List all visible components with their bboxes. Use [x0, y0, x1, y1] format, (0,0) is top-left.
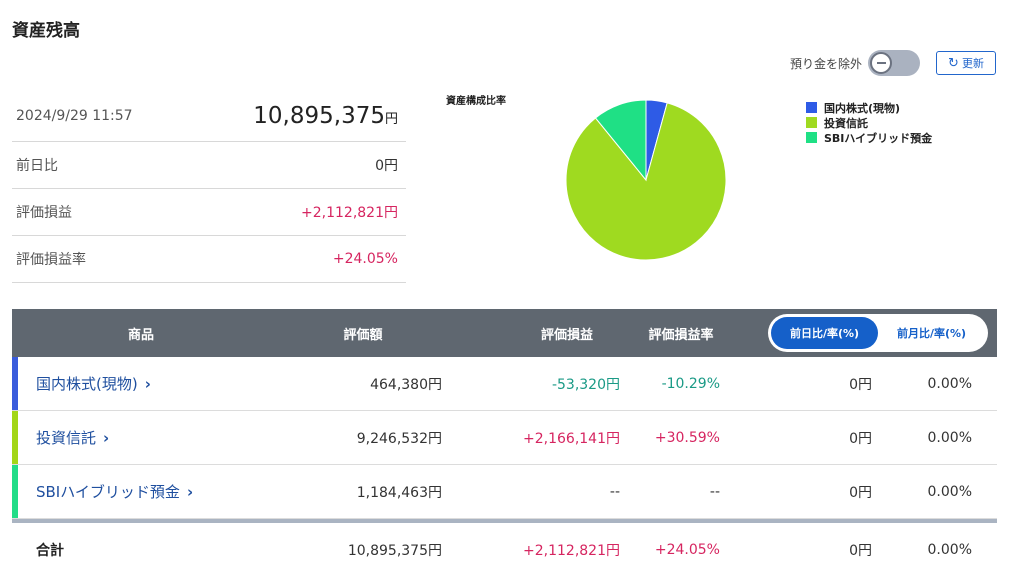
total-diff: 0円	[849, 542, 872, 559]
total-diff-rate: 0.00%	[927, 541, 972, 558]
diff-rate-cell: 0.00%	[927, 429, 972, 446]
month-change-tab[interactable]: 前月比/率(%)	[878, 317, 985, 349]
day-change-tab[interactable]: 前日比/率(%)	[771, 317, 878, 349]
toggle-knob	[870, 52, 893, 74]
refresh-icon: ↻	[948, 55, 959, 71]
product-name[interactable]: 国内株式(現物)	[36, 375, 138, 393]
summary-total-row: 2024/9/29 11:57 10,895,375円	[12, 90, 406, 142]
gain-cell: --	[609, 483, 620, 500]
summary-value: 0円	[375, 158, 398, 174]
summary-row-day-change: 前日比 0円	[12, 142, 406, 189]
refresh-button[interactable]: ↻ 更新	[936, 51, 996, 75]
table-row: 投資信託 › 9,246,532円 +2,166,141円 +30.59% 0円 …	[12, 411, 997, 465]
legend-item: 投資信託	[806, 115, 932, 130]
total-gain-rate: +24.05%	[654, 541, 720, 558]
allocation-pie-chart	[565, 99, 727, 261]
legend-item: 国内株式(現物)	[806, 100, 932, 115]
product-name[interactable]: SBIハイブリッド預金	[36, 483, 180, 501]
legend-item: SBIハイブリッド預金	[806, 130, 932, 145]
valuation-cell: 1,184,463円	[356, 484, 442, 501]
valuation-cell: 464,380円	[370, 376, 442, 393]
header-gain: 評価損益	[540, 327, 593, 343]
summary-label: 評価損益率	[16, 252, 86, 268]
chevron-right-icon: ›	[103, 428, 110, 447]
product-link[interactable]: SBIハイブリッド預金 ›	[36, 465, 193, 518]
header-gain-rate: 評価損益率	[648, 327, 714, 343]
holdings-table: 商品 評価額 評価損益 評価損益率 前日比/率(%) 前月比/率(%) 国内株式…	[12, 309, 997, 574]
table-header: 商品 評価額 評価損益 評価損益率 前日比/率(%) 前月比/率(%)	[12, 309, 997, 357]
diff-cell: 0円	[849, 376, 872, 393]
summary-label: 前日比	[16, 158, 58, 174]
row-color-stripe	[12, 465, 18, 518]
exclude-deposit-toggle[interactable]	[868, 50, 921, 76]
summary-row-gain: 評価損益 +2,112,821円	[12, 189, 406, 236]
row-color-stripe	[12, 357, 18, 410]
legend-label: SBIハイブリッド預金	[824, 131, 933, 145]
summary-value: +2,112,821円	[301, 205, 398, 221]
refresh-label: 更新	[961, 57, 984, 70]
gain-rate-cell: +30.59%	[654, 429, 720, 446]
gain-cell: -53,320円	[551, 376, 620, 393]
period-toggle: 前日比/率(%) 前月比/率(%)	[768, 314, 988, 352]
gain-rate-cell: --	[709, 483, 720, 500]
total-gain: +2,112,821円	[523, 542, 620, 559]
row-color-stripe	[12, 411, 18, 464]
gain-rate-cell: -10.29%	[661, 375, 720, 392]
table-row: SBIハイブリッド預金 › 1,184,463円 -- -- 0円 0.00%	[12, 465, 997, 519]
total-row: 合計 10,895,375円 +2,112,821円 +24.05% 0円 0.…	[12, 523, 997, 574]
summary-total-unit: 円	[384, 111, 398, 127]
table-row: 国内株式(現物) › 464,380円 -53,320円 -10.29% 0円 0…	[12, 357, 997, 411]
summary-panel: 2024/9/29 11:57 10,895,375円 前日比 0円 評価損益 …	[12, 90, 406, 283]
page-title: 資産残高	[12, 21, 80, 41]
header-valuation: 評価額	[343, 327, 383, 343]
total-separator	[12, 519, 997, 523]
diff-cell: 0円	[849, 430, 872, 447]
total-valuation: 10,895,375円	[347, 542, 442, 559]
diff-cell: 0円	[849, 484, 872, 501]
gain-cell: +2,166,141円	[523, 430, 620, 447]
summary-label: 評価損益	[16, 205, 72, 221]
product-link[interactable]: 投資信託 ›	[36, 411, 109, 464]
product-link[interactable]: 国内株式(現物) ›	[36, 357, 151, 410]
chart-legend: 国内株式(現物) 投資信託 SBIハイブリッド預金	[806, 100, 932, 145]
summary-total: 10,895,375円	[253, 103, 398, 129]
diff-rate-cell: 0.00%	[927, 483, 972, 500]
summary-value: +24.05%	[332, 251, 398, 267]
pie-slice	[594, 99, 647, 182]
legend-swatch	[806, 132, 817, 143]
chevron-right-icon: ›	[144, 374, 151, 393]
exclude-deposit-control: 預り金を除外	[790, 50, 921, 76]
diff-rate-cell: 0.00%	[927, 375, 972, 392]
header-product: 商品	[127, 327, 154, 343]
total-label: 合計	[36, 542, 64, 559]
legend-swatch	[806, 102, 817, 113]
chevron-right-icon: ›	[186, 482, 194, 501]
summary-row-gain-rate: 評価損益率 +24.05%	[12, 236, 406, 283]
exclude-deposit-label: 預り金を除外	[790, 56, 863, 71]
product-name[interactable]: 投資信託	[36, 429, 97, 447]
legend-label: 国内株式(現物)	[824, 101, 901, 115]
chart-title: 資産構成比率	[446, 96, 506, 107]
summary-total-value: 10,895,375	[253, 102, 385, 129]
legend-swatch	[806, 117, 817, 128]
legend-label: 投資信託	[824, 116, 868, 130]
valuation-cell: 9,246,532円	[356, 430, 442, 447]
pie-slice	[565, 102, 727, 261]
summary-datetime: 2024/9/29 11:57	[16, 107, 133, 124]
